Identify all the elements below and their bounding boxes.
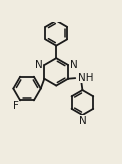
Text: F: F [13, 101, 19, 111]
Text: N: N [70, 60, 78, 70]
Text: N: N [79, 116, 86, 126]
Text: N: N [35, 60, 43, 70]
Text: NH: NH [78, 73, 94, 83]
